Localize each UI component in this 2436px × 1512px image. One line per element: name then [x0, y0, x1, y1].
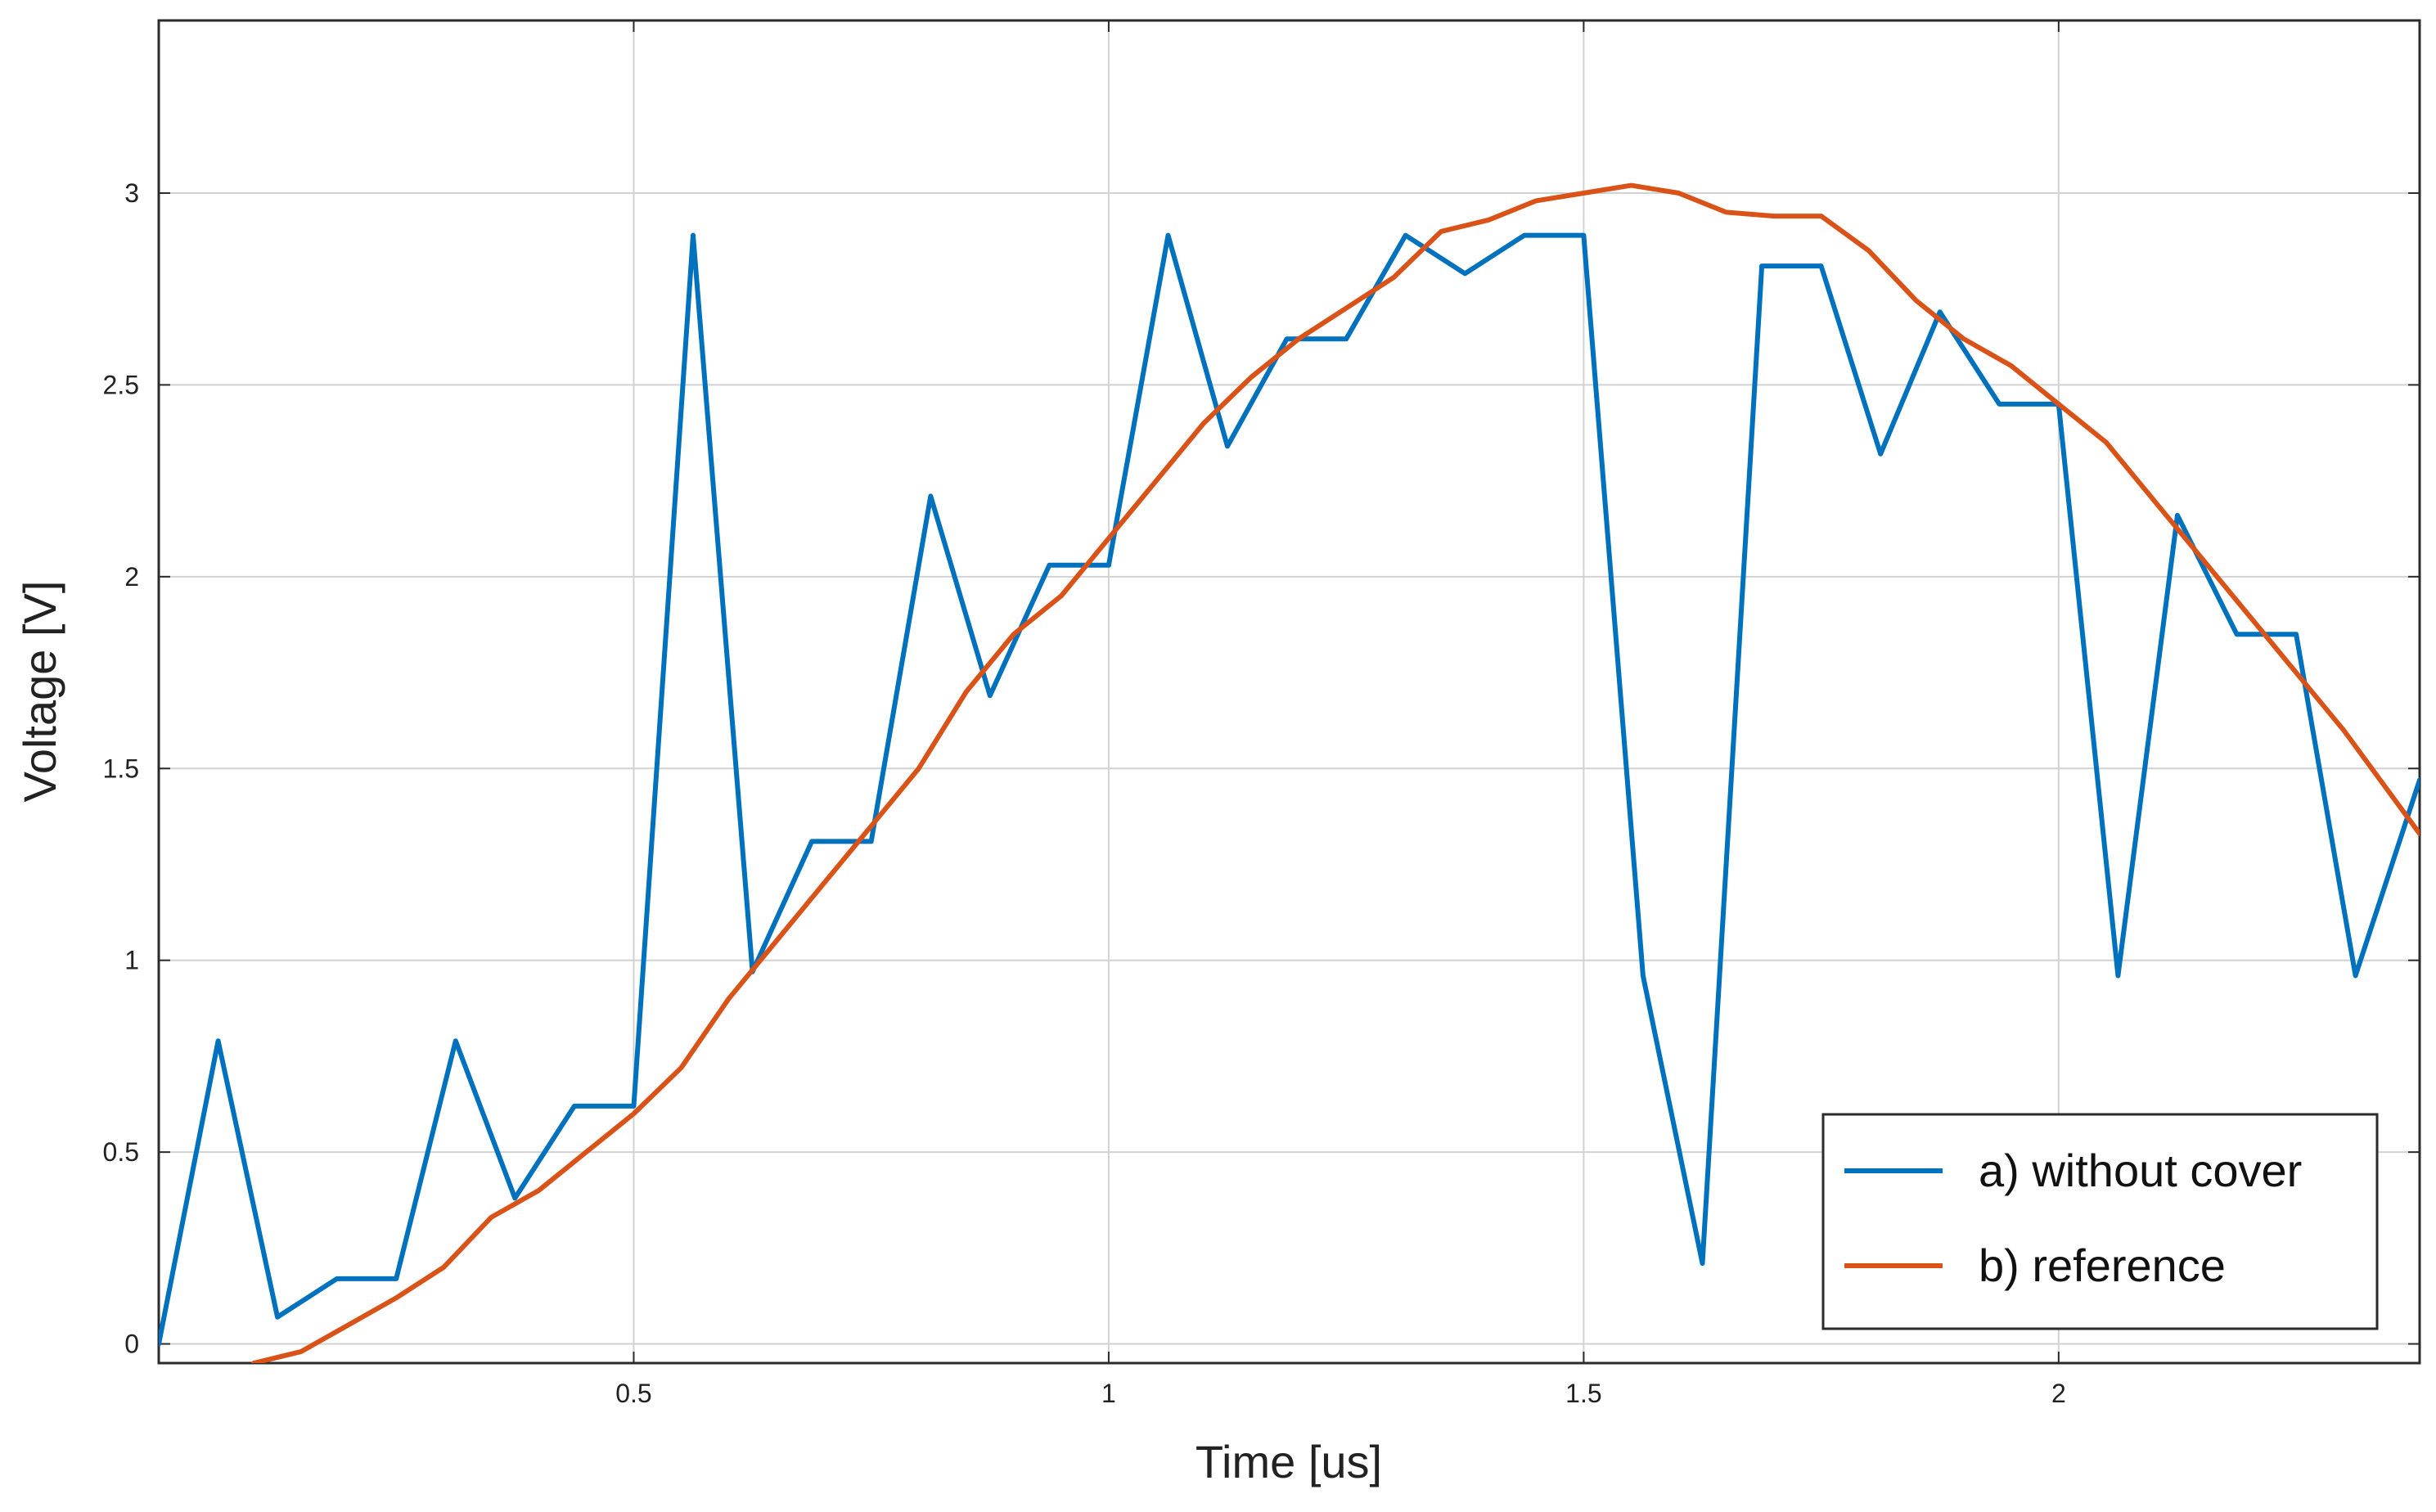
series-line-without-cover [159, 232, 2420, 1347]
y-tick-label: 2 [124, 562, 139, 592]
plot-area-frame [157, 19, 2421, 1365]
axis-ticks: 0.5 1 1.5 2 0 0.5 1 1.5 2 2.5 3 [103, 20, 2420, 1408]
x-tick-label: 1.5 [1565, 1379, 1601, 1408]
x-tick-label: 0.5 [615, 1379, 651, 1408]
x-axis-label: Time [us] [1195, 1436, 1382, 1487]
legend-label-series-a: a) without cover [1979, 1145, 2302, 1196]
legend-label-series-b: b) reference [1979, 1240, 2226, 1291]
y-axis-label: Voltage [V] [14, 581, 65, 803]
y-tick-label: 1 [124, 946, 139, 975]
y-tick-label: 1.5 [103, 754, 139, 783]
y-tick-label: 3 [124, 178, 139, 208]
x-tick-label: 1 [1101, 1379, 1116, 1408]
series-line-reference [251, 182, 2420, 1363]
y-tick-label: 2.5 [103, 370, 139, 399]
y-tick-label: 0.5 [103, 1137, 139, 1167]
legend: a) without cover b) reference [1821, 1113, 2379, 1330]
legend-box [1821, 1113, 2379, 1330]
series-lines [159, 182, 2420, 1363]
y-tick-label: 0 [124, 1330, 139, 1359]
x-tick-label: 2 [2051, 1379, 2066, 1408]
